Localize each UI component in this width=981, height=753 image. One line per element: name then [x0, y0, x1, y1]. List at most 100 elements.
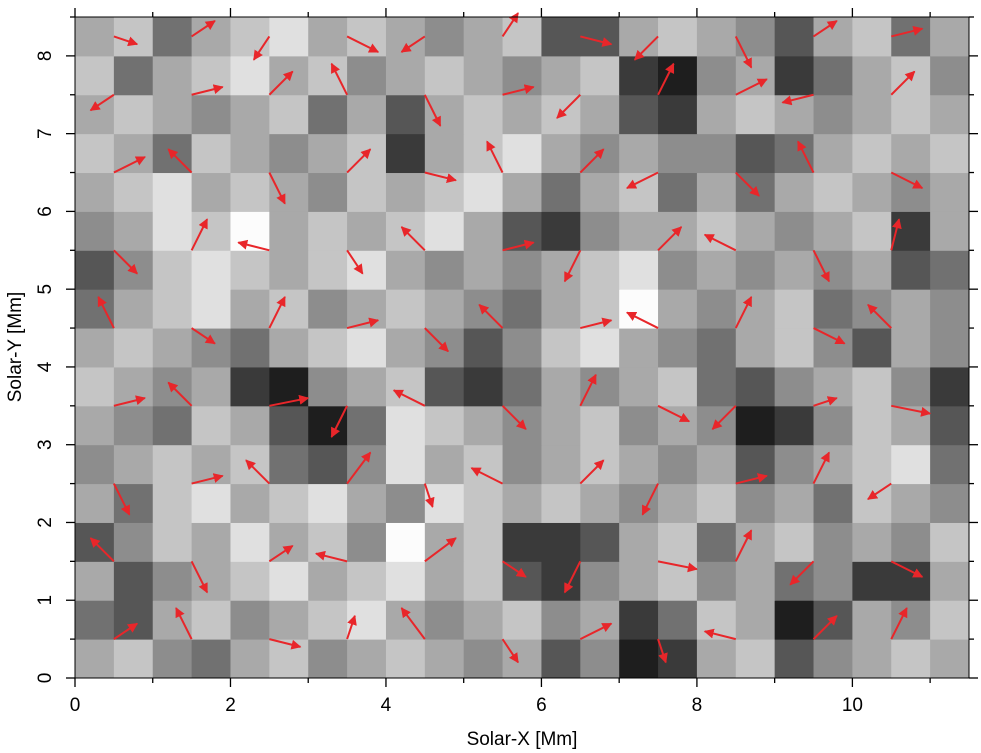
pixel: [580, 17, 619, 56]
pixel: [425, 367, 464, 406]
pixel: [541, 522, 580, 561]
pixel: [75, 134, 114, 173]
pixel: [541, 639, 580, 678]
pixel: [619, 173, 658, 212]
pixel: [464, 639, 503, 678]
pixel: [852, 522, 891, 561]
pixel: [736, 639, 775, 678]
pixel: [153, 522, 192, 561]
pixel: [503, 484, 542, 523]
pixel: [697, 522, 736, 561]
pixel: [736, 367, 775, 406]
pixel: [891, 600, 930, 639]
pixel: [192, 173, 231, 212]
y-tick-label: 3: [35, 439, 56, 450]
pixel: [775, 522, 814, 561]
pixel: [697, 134, 736, 173]
pixel: [930, 56, 969, 95]
pixel: [775, 211, 814, 250]
y-tick-label: 2: [35, 517, 56, 528]
pixel: [386, 289, 425, 328]
pixel: [153, 328, 192, 367]
pixel: [697, 445, 736, 484]
pixel: [75, 211, 114, 250]
pixel: [308, 561, 347, 600]
pixel: [308, 211, 347, 250]
pixel: [464, 17, 503, 56]
pixel: [308, 250, 347, 289]
pixel: [114, 173, 153, 212]
pixel: [230, 484, 269, 523]
pixel: [386, 367, 425, 406]
pixel: [775, 95, 814, 134]
pixel: [658, 173, 697, 212]
pixel: [269, 17, 308, 56]
pixel: [775, 639, 814, 678]
pixel: [541, 406, 580, 445]
pixel: [891, 250, 930, 289]
pixel: [814, 250, 853, 289]
pixel: [75, 250, 114, 289]
pixel: [775, 173, 814, 212]
pixel: [153, 17, 192, 56]
pixel: [269, 406, 308, 445]
pixel: [347, 250, 386, 289]
pixel: [541, 445, 580, 484]
pixel: [658, 522, 697, 561]
pixel: [114, 600, 153, 639]
pixel: [930, 134, 969, 173]
pixel: [930, 173, 969, 212]
pixel: [580, 406, 619, 445]
pixel: [308, 134, 347, 173]
pixel: [775, 600, 814, 639]
pixel: [619, 484, 658, 523]
pixel: [930, 328, 969, 367]
pixel: [230, 173, 269, 212]
pixel: [230, 639, 269, 678]
pixel: [736, 328, 775, 367]
pixel: [891, 522, 930, 561]
pixel: [852, 406, 891, 445]
pixel: [308, 600, 347, 639]
pixel: [464, 600, 503, 639]
pixel: [852, 328, 891, 367]
pixel: [347, 639, 386, 678]
pixel: [814, 173, 853, 212]
pixel: [814, 328, 853, 367]
pixel: [814, 134, 853, 173]
pixel: [192, 600, 231, 639]
pixel: [697, 639, 736, 678]
pixel: [619, 328, 658, 367]
pixel: [775, 328, 814, 367]
pixel: [464, 522, 503, 561]
pixel: [541, 367, 580, 406]
pixel: [114, 328, 153, 367]
pixel: [814, 367, 853, 406]
pixel: [347, 211, 386, 250]
pixel: [930, 211, 969, 250]
pixel: [736, 134, 775, 173]
pixel: [852, 445, 891, 484]
pixel: [308, 484, 347, 523]
pixel: [114, 56, 153, 95]
pixel: [619, 134, 658, 173]
pixel: [114, 406, 153, 445]
pixel: [153, 173, 192, 212]
pixel: [658, 367, 697, 406]
pixel: [347, 522, 386, 561]
pixel: [192, 561, 231, 600]
pixel: [153, 289, 192, 328]
pixel: [308, 367, 347, 406]
pixel: [153, 561, 192, 600]
pixel: [269, 289, 308, 328]
pixel: [114, 17, 153, 56]
pixel: [541, 17, 580, 56]
pixel: [347, 17, 386, 56]
pixel: [425, 639, 464, 678]
pixel: [736, 95, 775, 134]
pixel: [269, 600, 308, 639]
pixel: [425, 211, 464, 250]
pixel: [153, 211, 192, 250]
pixel: [580, 639, 619, 678]
pixel: [658, 328, 697, 367]
